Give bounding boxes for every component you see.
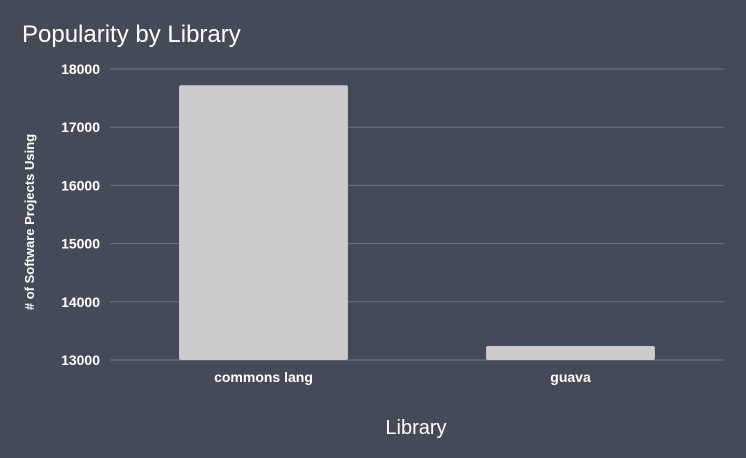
- y-tick-label: 15000: [61, 236, 100, 252]
- y-tick-labels: 13000 14000 15000 16000 17000 18000: [61, 61, 100, 368]
- y-tick-label: 14000: [61, 294, 100, 310]
- y-tick-label: 18000: [61, 61, 100, 77]
- y-tick-label: 13000: [61, 352, 100, 368]
- chart-title: Popularity by Library: [22, 21, 241, 48]
- x-axis-title: Library: [385, 417, 446, 439]
- bar: [179, 85, 348, 361]
- x-tick-label: guava: [550, 369, 591, 385]
- y-tick-label: 16000: [61, 177, 100, 193]
- bar: [486, 346, 655, 360]
- x-tick-label: commons lang: [214, 369, 313, 385]
- y-tick-label: 17000: [61, 119, 100, 135]
- y-axis-title: # of Software Projects Using: [22, 134, 37, 310]
- x-tick-labels: commons lang guava: [214, 369, 591, 385]
- bars: [179, 85, 655, 361]
